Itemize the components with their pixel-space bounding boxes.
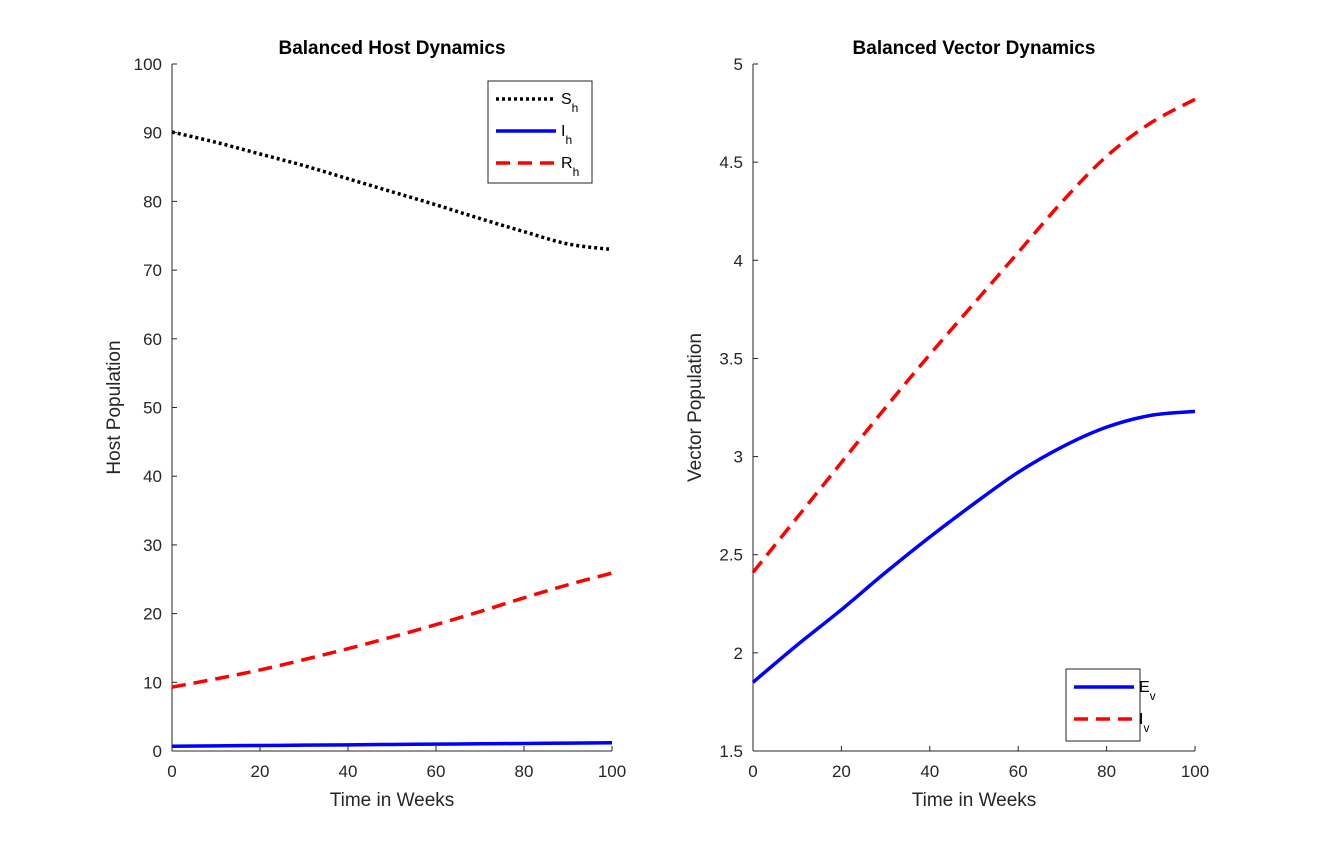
x-tick-label: 100 [1181, 762, 1209, 781]
legend-label-main: E [1139, 679, 1150, 696]
series-line-ev [751, 409, 1196, 684]
x-axis-label: Time in Weeks [330, 790, 455, 811]
y-tick-label: 4.5 [719, 153, 743, 172]
y-tick-label: 30 [143, 536, 162, 555]
legend-label-main: I [1139, 711, 1143, 728]
legend-label-subscript: h [565, 133, 572, 147]
x-axis-label: Time in Weeks [912, 790, 1037, 811]
y-tick-label: 2 [734, 644, 743, 663]
legend-label-subscript: h [572, 101, 579, 115]
legend-label: Rh [561, 155, 579, 179]
y-tick-label: 5 [734, 55, 743, 74]
series-line-iv [751, 97, 1196, 574]
y-tick-label: 50 [143, 399, 162, 418]
legend-label-main: R [561, 155, 573, 172]
series-line-sh [171, 130, 613, 252]
y-axis-label: Vector Population [685, 333, 706, 482]
y-tick-label: 70 [143, 261, 162, 280]
y-tick-label: 10 [143, 673, 162, 692]
x-tick-label: 80 [515, 762, 534, 781]
legend-label-subscript: v [1143, 721, 1149, 735]
y-tick-label: 2.5 [719, 546, 743, 565]
y-tick-label: 3.5 [719, 349, 743, 368]
chart-2: 0 20 40 60 80 100 1.5 2 2.5 3 3.5 4 4.5 5 Balanced Vec… [685, 38, 1209, 811]
y-tick-label: 80 [143, 192, 162, 211]
legend-label: Ev [1139, 679, 1156, 703]
legend-box [1065, 668, 1141, 742]
legend-label-subscript: h [573, 165, 580, 179]
x-tick-label: 60 [427, 762, 446, 781]
legend-label: Iv [1139, 711, 1149, 735]
chart-title: Balanced Vector Dynamics [853, 38, 1096, 59]
y-tick-label: 20 [143, 605, 162, 624]
y-tick-label: 100 [134, 55, 162, 74]
x-tick-label: 80 [1097, 762, 1116, 781]
y-tick-label: 3 [734, 448, 743, 467]
legend-label: Sh [561, 91, 578, 115]
x-tick-label: 40 [339, 762, 358, 781]
x-tick-label: 100 [598, 762, 626, 781]
chart-title: Balanced Host Dynamics [278, 38, 505, 59]
legend-label-main: S [561, 91, 572, 108]
x-tick-label: 0 [748, 762, 757, 781]
legend-label-subscript: v [1150, 689, 1156, 703]
x-tick-label: 20 [832, 762, 851, 781]
x-tick-label: 40 [920, 762, 939, 781]
x-tick-label: 20 [251, 762, 270, 781]
y-tick-label: 90 [143, 124, 162, 143]
x-tick-label: 60 [1009, 762, 1028, 781]
y-tick-label: 40 [143, 467, 162, 486]
y-tick-label: 60 [143, 330, 162, 349]
y-tick-label: 1.5 [719, 742, 743, 761]
legend-label: Ih [561, 123, 572, 147]
legend-label-main: I [561, 123, 565, 140]
series-line-ih [171, 741, 613, 748]
y-axis-label: Host Population [104, 340, 125, 474]
series-line-rh [171, 571, 613, 689]
chart-1: 0 20 40 60 80 100 0 10 20 30 40 50 60 70 80 90 100 Balanc… [104, 38, 626, 811]
y-tick-label: 4 [734, 251, 743, 270]
y-tick-label: 0 [153, 742, 162, 761]
x-tick-label: 0 [167, 762, 176, 781]
